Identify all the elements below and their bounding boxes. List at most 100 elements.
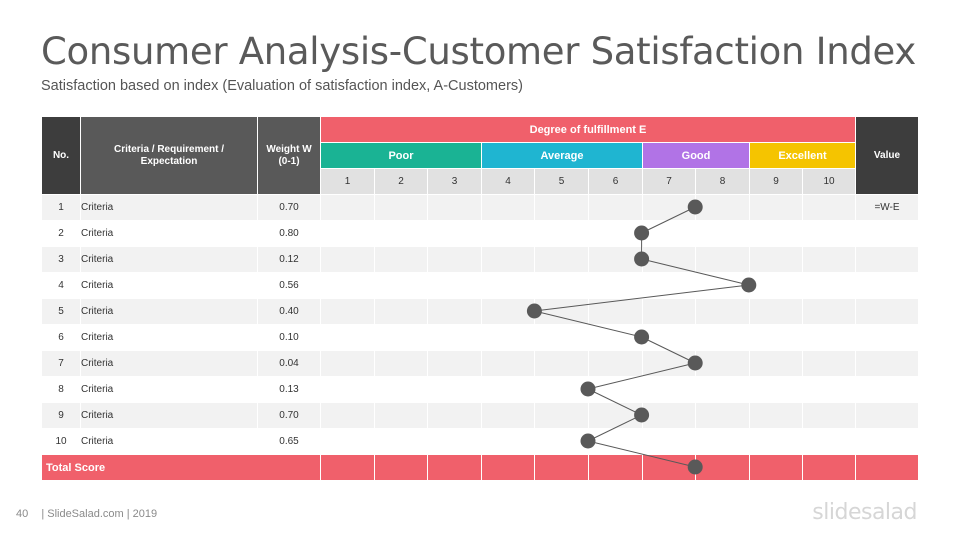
score-cell (427, 376, 482, 403)
score-cell (374, 324, 428, 351)
row-criteria: Criteria (80, 272, 258, 299)
score-cell (320, 428, 375, 455)
score-cell (481, 194, 535, 221)
score-cell (695, 272, 750, 299)
score-cell (481, 272, 535, 299)
score-cell (695, 220, 750, 247)
score-cell (802, 324, 856, 351)
score-cell (588, 220, 643, 247)
total-cell (481, 454, 535, 481)
score-cell (695, 350, 750, 377)
footer: 40 | SlideSalad.com | 2019 (16, 508, 157, 520)
score-cell (749, 298, 803, 325)
score-cell (534, 246, 589, 273)
score-cell (320, 246, 375, 273)
row-number: 6 (41, 324, 81, 351)
header-weight: Weight W (0-1) (257, 116, 321, 195)
score-cell (534, 402, 589, 429)
row-number: 9 (41, 402, 81, 429)
row-value (855, 298, 919, 325)
score-cell (481, 376, 535, 403)
row-value: =W-E (855, 194, 919, 221)
score-cell (695, 194, 750, 221)
row-criteria: Criteria (80, 376, 258, 403)
score-cell (642, 194, 696, 221)
score-cell (374, 376, 428, 403)
row-criteria: Criteria (80, 298, 258, 325)
score-cell (534, 324, 589, 351)
score-cell (427, 402, 482, 429)
score-cell (481, 324, 535, 351)
row-criteria: Criteria (80, 220, 258, 247)
slide-title: Consumer Analysis-Customer Satisfaction … (41, 30, 916, 73)
score-cell (749, 324, 803, 351)
header-no: No. (41, 116, 81, 195)
score-cell (695, 246, 750, 273)
row-criteria: Criteria (80, 324, 258, 351)
scale-5: 5 (534, 168, 589, 195)
score-cell (320, 402, 375, 429)
score-cell (481, 402, 535, 429)
total-score-label: Total Score (41, 454, 321, 481)
score-cell (749, 272, 803, 299)
score-cell (802, 376, 856, 403)
header-degree: Degree of fulfillment E (320, 116, 856, 143)
table-row: 6 Criteria 0.10 (41, 324, 919, 351)
score-cell (802, 428, 856, 455)
scale-6: 6 (588, 168, 643, 195)
score-cell (374, 246, 428, 273)
score-cell (374, 350, 428, 377)
score-cell (749, 246, 803, 273)
row-weight: 0.65 (257, 428, 321, 455)
score-cell (802, 298, 856, 325)
score-cell (588, 272, 643, 299)
score-cell (642, 246, 696, 273)
total-cell (642, 454, 696, 481)
score-cell (427, 428, 482, 455)
row-weight: 0.10 (257, 324, 321, 351)
score-cell (749, 350, 803, 377)
score-cell (534, 350, 589, 377)
score-cell (427, 220, 482, 247)
score-cell (588, 324, 643, 351)
score-cell (481, 220, 535, 247)
score-cell (588, 298, 643, 325)
score-cell (588, 376, 643, 403)
score-cell (427, 350, 482, 377)
row-weight: 0.70 (257, 194, 321, 221)
score-cell (642, 272, 696, 299)
score-cell (588, 246, 643, 273)
table-row: 7 Criteria 0.04 (41, 350, 919, 377)
footer-text: | SlideSalad.com | 2019 (41, 508, 158, 520)
row-value (855, 350, 919, 377)
scale-8: 8 (695, 168, 750, 195)
score-cell (695, 324, 750, 351)
header-criteria: Criteria / Requirement / Expectation (80, 116, 258, 195)
category-good: Good (642, 142, 750, 169)
slidesalad-logo: slidesalad (812, 500, 917, 525)
category-average: Average (481, 142, 643, 169)
score-cell (642, 402, 696, 429)
score-cell (534, 220, 589, 247)
table-row: 4 Criteria 0.56 (41, 272, 919, 299)
row-number: 10 (41, 428, 81, 455)
score-cell (481, 428, 535, 455)
row-criteria: Criteria (80, 194, 258, 221)
table-row: 5 Criteria 0.40 (41, 298, 919, 325)
score-cell (695, 376, 750, 403)
scale-3: 3 (427, 168, 482, 195)
table-row: 8 Criteria 0.13 (41, 376, 919, 403)
score-cell (374, 428, 428, 455)
score-cell (642, 376, 696, 403)
table-row: 2 Criteria 0.80 (41, 220, 919, 247)
total-cell (320, 454, 375, 481)
table-row: 1 Criteria 0.70 =W-E (41, 194, 919, 221)
score-cell (749, 376, 803, 403)
score-cell (320, 350, 375, 377)
row-weight: 0.70 (257, 402, 321, 429)
row-value (855, 220, 919, 247)
score-cell (749, 402, 803, 429)
score-cell (320, 220, 375, 247)
row-weight: 0.80 (257, 220, 321, 247)
score-cell (802, 220, 856, 247)
